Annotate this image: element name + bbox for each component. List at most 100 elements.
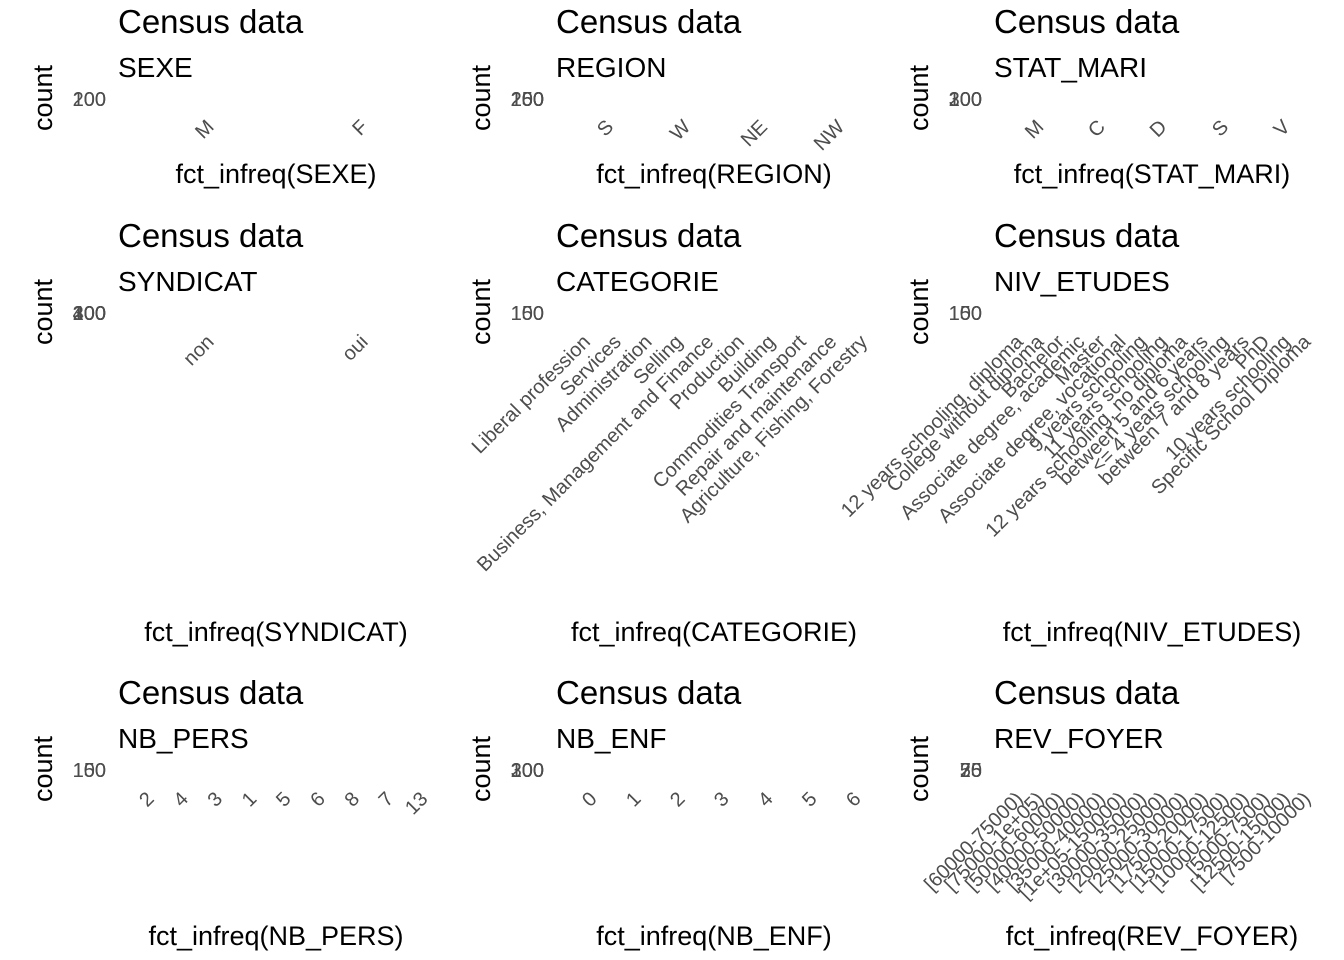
x-tick-label: S (1208, 116, 1233, 141)
chart-title: Census data (556, 674, 742, 711)
x-tick-label: 4 (754, 788, 777, 811)
chart-title: Census data (556, 217, 742, 254)
y-axis-title: count (466, 64, 496, 131)
y-axis-title: count (904, 735, 934, 802)
y-tick-label: 75 (960, 760, 982, 782)
y-tick-label: 400 (73, 303, 106, 325)
y-tick-label: 200 (73, 89, 106, 111)
y-axis-title: count (466, 735, 496, 802)
y-tick-label: 100 (511, 303, 544, 325)
y-tick-label: 100 (511, 89, 544, 111)
y-tick-label: 100 (73, 303, 106, 325)
y-tick-label: 150 (511, 89, 544, 111)
chart-subtitle: REV_FOYER (994, 723, 1164, 754)
chart-title: Census data (118, 674, 304, 711)
x-tick-label: 3 (204, 788, 227, 811)
y-axis-title: count (28, 64, 58, 131)
chart-subtitle: SEXE (118, 52, 193, 83)
chart-title: Census data (994, 217, 1180, 254)
x-tick-label: F (348, 116, 372, 140)
chart-title: Census data (118, 217, 304, 254)
x-tick-label: 3 (710, 788, 733, 811)
chart-subtitle: NIV_ETUDES (994, 266, 1170, 297)
x-tick-label: W (666, 116, 695, 145)
x-axis-title: fct_infreq(REV_FOYER) (1006, 921, 1299, 951)
chart-subtitle: STAT_MARI (994, 52, 1147, 83)
x-tick-label: 2 (666, 788, 689, 811)
x-axis-title: fct_infreq(STAT_MARI) (1014, 159, 1291, 189)
x-axis-title: fct_infreq(NB_ENF) (596, 921, 832, 951)
chart-subtitle: REGION (556, 52, 666, 83)
x-tick-label: M (191, 116, 218, 143)
y-tick-label: 200 (949, 89, 982, 111)
x-axis-title: fct_infreq(CATEGORIE) (571, 617, 857, 647)
x-axis-title: fct_infreq(NB_PERS) (148, 921, 403, 951)
x-tick-label: 13 (401, 788, 432, 819)
y-tick-label: 100 (73, 89, 106, 111)
x-tick-label: C (1084, 116, 1110, 142)
y-tick-label: 100 (511, 760, 544, 782)
y-tick-label: 200 (511, 760, 544, 782)
x-tick-label: 8 (341, 788, 364, 811)
x-tick-label: M (1021, 116, 1048, 143)
y-tick-label: 100 (949, 89, 982, 111)
y-axis-title: count (466, 278, 496, 345)
chart-title: Census data (556, 3, 742, 40)
x-tick-label: V (1270, 116, 1295, 141)
x-axis-title: fct_infreq(SEXE) (175, 159, 376, 189)
x-tick-label: 7 (375, 788, 398, 811)
x-tick-label: 1 (238, 788, 261, 811)
y-axis-title: count (904, 278, 934, 345)
x-tick-label: 4 (169, 788, 192, 811)
x-tick-label: non (179, 331, 218, 370)
chart-subtitle: SYNDICAT (118, 266, 258, 297)
x-tick-label: 0 (578, 788, 601, 811)
y-tick-label: 300 (949, 89, 982, 111)
x-tick-label: 2 (135, 788, 158, 811)
y-axis-title: count (28, 278, 58, 345)
chart-title: Census data (118, 3, 304, 40)
y-tick-label: 100 (73, 760, 106, 782)
x-tick-label: College without diploma (883, 330, 1049, 496)
x-axis-title: fct_infreq(REGION) (596, 159, 832, 189)
x-tick-label: S (593, 116, 618, 141)
y-tick-label: 100 (949, 303, 982, 325)
y-tick-label: 300 (511, 760, 544, 782)
chart-title: Census data (994, 674, 1180, 711)
y-tick-label: 25 (960, 760, 982, 782)
chart-subtitle: NB_ENF (556, 723, 666, 754)
x-tick-label: NW (810, 116, 849, 155)
x-tick-label: 1 (622, 788, 645, 811)
x-tick-label: 5 (272, 788, 295, 811)
x-tick-label: 5 (798, 788, 821, 811)
y-tick-label: 150 (949, 303, 982, 325)
y-axis-title: count (904, 64, 934, 131)
chart-subtitle: CATEGORIE (556, 266, 719, 297)
x-axis-title: fct_infreq(NIV_ETUDES) (1003, 617, 1302, 647)
x-tick-label: D (1146, 116, 1172, 142)
x-tick-label: 6 (842, 788, 865, 811)
y-tick-label: 200 (511, 89, 544, 111)
chart-subtitle: NB_PERS (118, 723, 249, 754)
x-tick-label: 6 (306, 788, 329, 811)
y-tick-label: 150 (511, 303, 544, 325)
x-tick-label: NE (737, 116, 772, 151)
x-axis-title: fct_infreq(SYNDICAT) (144, 617, 408, 647)
x-tick-label: oui (338, 331, 372, 365)
y-axis-title: count (28, 735, 58, 802)
y-tick-label: 50 (960, 760, 982, 782)
chart-title: Census data (994, 3, 1180, 40)
y-tick-label: 150 (73, 760, 106, 782)
y-tick-label: 250 (511, 89, 544, 111)
